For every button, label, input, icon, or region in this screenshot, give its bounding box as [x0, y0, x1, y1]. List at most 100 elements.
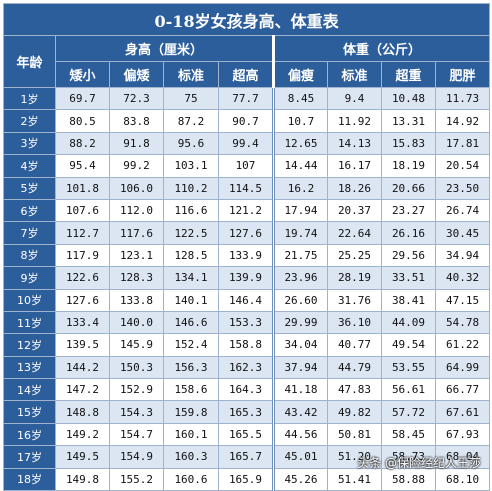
height-col-header: 矮小 [55, 61, 110, 88]
height-cell: 150.3 [109, 355, 164, 380]
weight-cell: 56.61 [381, 378, 436, 402]
height-cell: 158.8 [218, 333, 274, 357]
height-cell: 88.2 [55, 131, 110, 156]
weight-cell: 29.99 [272, 310, 328, 335]
height-cell: 107.6 [55, 198, 110, 223]
weight-cell: 41.18 [272, 378, 328, 402]
age-cell: 18岁 [3, 467, 56, 491]
height-cell: 159.8 [163, 400, 219, 424]
weight-cell: 36.10 [327, 310, 382, 335]
height-cell: 110.2 [163, 176, 219, 200]
weight-cell: 45.26 [272, 467, 328, 491]
height-cell: 80.5 [55, 109, 110, 133]
age-cell: 4岁 [3, 154, 56, 178]
height-cell: 107 [218, 154, 274, 178]
weight-cell: 37.94 [272, 355, 328, 380]
height-cell: 147.2 [55, 378, 110, 402]
table-row: 16岁 149.2 154.7 160.1 165.5 44.56 50.81 58.45 67… [3, 422, 491, 447]
weight-cell: 26.74 [434, 198, 491, 223]
height-cell: 155.2 [109, 467, 164, 491]
height-cell: 133.8 [109, 288, 164, 312]
height-cell: 114.5 [218, 176, 274, 200]
height-cell: 87.2 [163, 109, 219, 133]
height-cell: 123.1 [109, 243, 164, 268]
weight-cell: 23.27 [381, 198, 436, 223]
weight-cell: 50.81 [327, 422, 382, 447]
table-row: 9岁 122.6 128.3 134.1 139.9 23.96 28.19 33.51 40.… [3, 266, 491, 290]
height-cell: 106.0 [109, 176, 164, 200]
height-cell: 156.3 [163, 355, 219, 380]
height-cell: 117.6 [109, 221, 164, 245]
height-cell: 160.6 [163, 467, 219, 491]
age-cell: 6岁 [3, 198, 56, 223]
weight-cell: 28.19 [327, 266, 382, 290]
weight-cell: 23.50 [434, 176, 491, 200]
age-cell: 14岁 [3, 378, 56, 402]
weight-cell: 58.73 [381, 445, 436, 469]
group-header-row: 年龄 身高（厘米） 体重（公斤） [3, 35, 491, 88]
height-cell: 160.1 [163, 422, 219, 447]
weight-cell: 67.61 [434, 400, 491, 424]
sub-header-row: 矮小 偏矮 标准 超高 偏瘦 标准 超重 肥胖 [4, 61, 491, 88]
weight-cell: 22.64 [327, 221, 382, 245]
weight-cell: 33.51 [381, 266, 436, 290]
weight-cell: 18.19 [381, 154, 436, 178]
weight-cell: 38.41 [381, 288, 436, 312]
weight-cell: 10.48 [381, 86, 436, 111]
weight-cell: 43.42 [272, 400, 328, 424]
weight-cell: 21.75 [272, 243, 328, 268]
height-cell: 160.3 [163, 445, 219, 469]
age-cell: 12岁 [3, 333, 56, 357]
height-cell: 146.4 [218, 288, 274, 312]
height-cell: 154.3 [109, 400, 164, 424]
height-cell: 149.5 [55, 445, 110, 469]
height-cell: 122.5 [163, 221, 219, 245]
height-cell: 112.7 [55, 221, 110, 245]
age-cell: 16岁 [3, 422, 56, 447]
weight-cell: 20.37 [327, 198, 382, 223]
weight-cell: 26.16 [381, 221, 436, 245]
height-cell: 152.4 [163, 333, 219, 357]
weight-cell: 14.13 [327, 131, 382, 156]
weight-cell: 47.15 [434, 288, 491, 312]
height-cell: 165.9 [218, 467, 274, 491]
height-cell: 154.9 [109, 445, 164, 469]
height-cell: 90.7 [218, 109, 274, 133]
age-cell: 17岁 [3, 445, 56, 469]
girls-height-weight-table: 0-18岁女孩身高、体重表 年龄 身高（厘米） 体重（公斤） 矮小 偏矮 标准 … [2, 3, 491, 491]
table-row: 18岁 149.8 155.2 160.6 165.9 45.26 51.41 58.88 68… [3, 467, 491, 491]
height-cell: 112.0 [109, 198, 164, 223]
weight-cell: 11.92 [327, 109, 382, 133]
weight-group-header: 体重（公斤） [271, 35, 491, 62]
weight-cell: 31.76 [327, 288, 382, 312]
height-cell: 152.9 [109, 378, 164, 402]
weight-cell: 20.66 [381, 176, 436, 200]
height-cell: 128.3 [109, 266, 164, 290]
age-cell: 7岁 [3, 221, 56, 245]
weight-cell: 51.41 [327, 467, 382, 491]
table-row: 7岁 112.7 117.6 122.5 127.6 19.74 22.64 26.16 30.… [3, 221, 491, 245]
weight-cell: 54.78 [434, 310, 491, 335]
table-row: 12岁 139.5 145.9 152.4 158.8 34.04 40.77 49.54 61… [3, 333, 491, 357]
weight-cell: 68.04 [434, 445, 491, 469]
table-row: 2岁 80.5 83.8 87.2 90.7 10.7 11.92 13.31 14.92 [3, 109, 491, 133]
weight-cell: 68.10 [434, 467, 491, 491]
weight-cell: 67.93 [434, 422, 491, 447]
height-cell: 117.9 [55, 243, 110, 268]
weight-cell: 8.45 [272, 86, 328, 111]
height-cell: 146.6 [163, 310, 219, 335]
height-cell: 139.9 [218, 266, 274, 290]
height-cell: 145.9 [109, 333, 164, 357]
weight-cell: 9.4 [327, 86, 382, 111]
height-cell: 103.1 [163, 154, 219, 178]
weight-cell: 51.20 [327, 445, 382, 469]
height-cell: 165.7 [218, 445, 274, 469]
weight-cell: 10.7 [272, 109, 328, 133]
weight-cell: 61.22 [434, 333, 491, 357]
height-cell: 133.9 [218, 243, 274, 268]
weight-cell: 14.92 [434, 109, 491, 133]
height-col-header: 标准 [163, 61, 219, 88]
height-cell: 99.4 [218, 131, 274, 156]
height-cell: 165.3 [218, 400, 274, 424]
weight-cell: 57.72 [381, 400, 436, 424]
